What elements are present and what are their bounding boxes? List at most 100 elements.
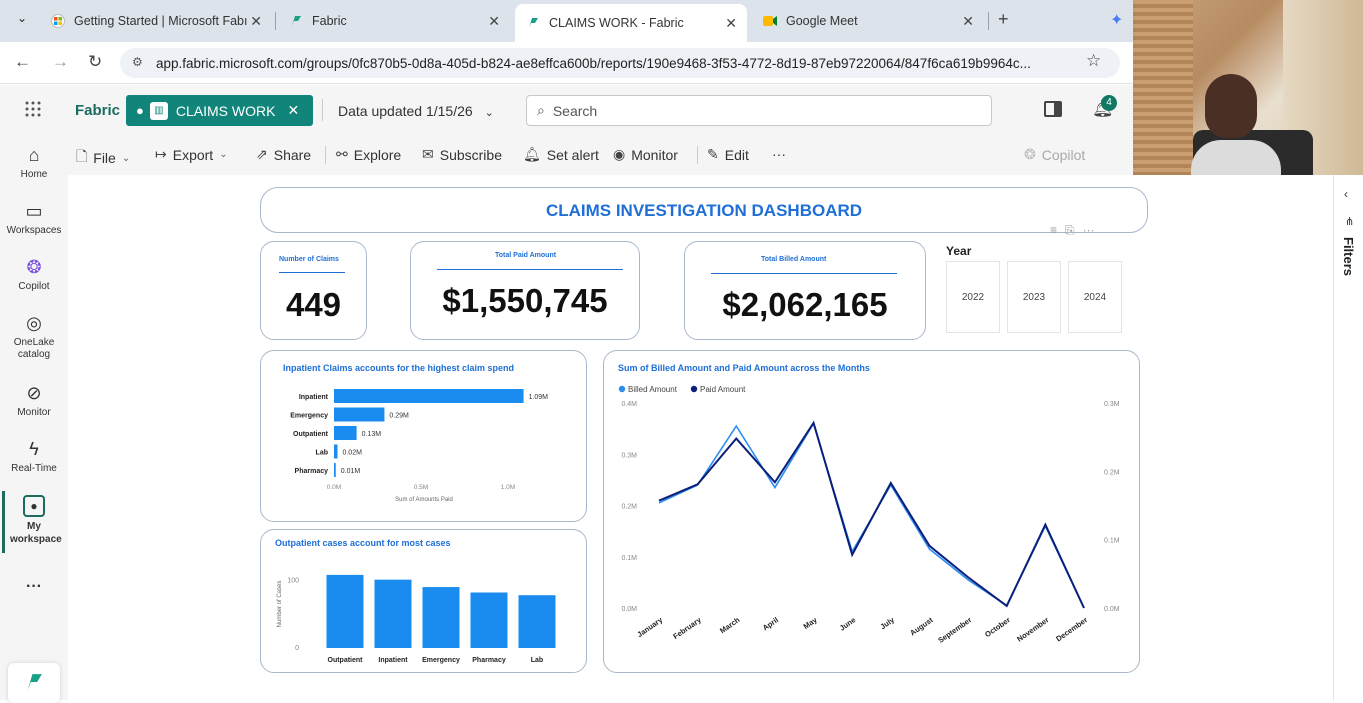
rail-item-monitor[interactable]: ⊘ Monitor [0, 383, 68, 418]
site-info-icon[interactable]: ⚙ [132, 55, 143, 69]
rail-item-real-time[interactable]: ϟ Real-Time [0, 439, 68, 474]
year-option-2024[interactable]: 2024 [1068, 261, 1122, 333]
forward-icon[interactable]: → [52, 52, 69, 71]
rail-item-home[interactable]: ⌂ Home [0, 145, 68, 180]
set-alert-label: Set alert [546, 146, 599, 163]
rail-item-label: Monitor [17, 407, 51, 418]
legend-label: Billed Amount [628, 385, 678, 394]
x-tick-label: March [718, 615, 742, 635]
kpi-card-paid[interactable]: Total Paid Amount $1,550,745 [410, 241, 640, 340]
kpi-card-billed[interactable]: Total Billed Amount $2,062,165 [684, 241, 926, 340]
search-input[interactable]: ⌕ Search [526, 95, 992, 126]
browser-tab[interactable]: Getting Started | Microsoft Fabı ✕ [40, 6, 272, 36]
rail-item-copilot[interactable]: ❂ Copilot [0, 257, 68, 292]
browser-tab[interactable]: Google Meet ✕ [752, 6, 984, 36]
more-options-button[interactable]: ··· [772, 146, 786, 162]
y-right-tick-label: 0.2M [1104, 469, 1120, 476]
set-alert-button[interactable]: 🔔︎ Set alert [523, 146, 599, 163]
report-icon: ▥ [149, 101, 168, 120]
kpi-value: $2,062,165 [722, 286, 888, 323]
monitor-icon: ◉ [613, 146, 626, 162]
monitor-icon: ⊘ [26, 383, 42, 403]
report-canvas: CLAIMS INVESTIGATION DASHBOARD ≡⎘⋯ Numbe… [68, 175, 1333, 700]
subscribe-button[interactable]: ✉ Subscribe [422, 146, 502, 163]
gemini-icon[interactable]: ✦ [1110, 12, 1124, 29]
close-tab-icon[interactable]: ✕ [725, 14, 737, 31]
rail-item-workspaces[interactable]: ▭ Workspaces [0, 201, 68, 236]
explore-button[interactable]: ⚯ Explore [336, 146, 401, 163]
rail-item-onelake-catalog[interactable]: ◎ OneLake catalog [0, 313, 68, 361]
bar [374, 579, 412, 648]
claim-spend-bar-chart: Inpatient 1.09M Emergency 0.29M Outpatient 0.… [290, 389, 548, 503]
x-tick-label: June [838, 615, 858, 632]
subscribe-label: Subscribe [439, 146, 502, 163]
category-label: Lab [316, 450, 328, 457]
y-left-tick-label: 0.1M [621, 555, 637, 562]
series-line [658, 420, 1085, 609]
reload-icon[interactable]: ↻ [88, 52, 103, 71]
claim-spend-bar-chart-card[interactable]: Inpatient Claims accounts for the highes… [260, 350, 587, 522]
kpi-label: Total Paid Amount [495, 252, 557, 259]
export-menu-button[interactable]: ↦ Export ⌄ [155, 146, 228, 163]
workspace-chip[interactable]: ● ▥ CLAIMS WORK ✕ [126, 95, 313, 126]
x-tick-label: October [983, 615, 1012, 639]
share-button[interactable]: ⇗ Share [256, 146, 311, 163]
rail-more-button[interactable]: ··· [26, 578, 42, 595]
left-nav-rail: ⌂ Home ▭ Workspaces ❂ Copilot ◎ OneLake cata… [0, 135, 68, 703]
tab-title: Getting Started | Microsoft Fabı [74, 14, 248, 28]
kpi-card-claims[interactable]: Number of Claims 449 [260, 241, 367, 340]
monitor-button[interactable]: ◉ Monitor [613, 146, 678, 163]
x-tick-label: November [1015, 615, 1050, 643]
app-launcher-icon[interactable] [24, 100, 42, 118]
person-body [1191, 140, 1281, 175]
close-tab-icon[interactable]: ✕ [962, 12, 974, 29]
case-count-bar-chart-card[interactable]: Outpatient cases account for most cases … [260, 529, 587, 673]
report-toolbar: 🗋︎ File ⌄ ↦ Export ⌄ ⇗ Share ⚯ Explore ✉ Subscr… [0, 135, 1133, 175]
panel-toggle-icon[interactable] [1044, 101, 1062, 117]
data-updated-dropdown[interactable]: Data updated 1/15/26 ⌄ [338, 103, 494, 119]
bar [470, 592, 508, 648]
rail-item-label: My workspace [10, 521, 62, 545]
bookmark-star-icon[interactable]: ☆ [1086, 51, 1102, 70]
share-icon: ⇗ [256, 146, 268, 162]
category-label: Outpatient [328, 657, 364, 664]
close-tab-icon[interactable]: ✕ [488, 12, 500, 29]
bar [422, 587, 460, 648]
collapse-chevron-icon[interactable]: ‹ [1344, 187, 1348, 201]
x-tick-label: April [761, 615, 780, 632]
copilot-button[interactable]: ❂ Copilot [1024, 146, 1085, 163]
monthly-amount-line-chart-card[interactable]: Sum of Billed Amount and Paid Amount acr… [603, 350, 1140, 673]
chart-title: Outpatient cases account for most cases [275, 538, 451, 548]
browser-tab-active[interactable]: CLAIMS WORK - Fabric ✕ [515, 4, 747, 42]
app-name[interactable]: Fabric [75, 102, 121, 119]
data-label: 0.29M [389, 413, 409, 420]
back-icon[interactable]: ← [14, 52, 31, 71]
filters-pane[interactable]: ‹ ⋔ Filters [1333, 175, 1363, 700]
kpi-value: 449 [285, 286, 342, 323]
year-option-2022[interactable]: 2022 [946, 261, 1000, 333]
y-right-tick-label: 0.1M [1104, 538, 1120, 545]
y-left-tick-label: 0.0M [621, 606, 637, 613]
x-tick-label: January [635, 615, 664, 639]
x-tick-label: May [802, 615, 820, 631]
visual-header-icons[interactable]: ≡⎘⋯ [1050, 223, 1103, 237]
close-chip-icon[interactable]: ✕ [287, 102, 300, 118]
new-tab-icon[interactable]: + [998, 9, 1009, 29]
filter-icon: ⋔ [1345, 216, 1355, 228]
browser-tab[interactable]: Fabric ✕ [278, 6, 510, 36]
rail-item-my-workspace[interactable]: ● My workspace [0, 495, 68, 546]
close-tab-icon[interactable]: ✕ [250, 12, 262, 29]
edit-button[interactable]: ✎ Edit [707, 146, 749, 163]
tab-search-chevron-icon[interactable]: ⌄ [16, 11, 28, 25]
case-count-bar-chart: Number of Cases 0 100 Outpatient Inpatient Em… [277, 574, 556, 664]
y-tick-label: 100 [287, 577, 299, 584]
rail-item-label: OneLake catalog [13, 337, 55, 360]
legend-marker [690, 385, 698, 393]
filters-label[interactable]: Filters [1341, 237, 1356, 277]
x-tick-label: 0.0M [327, 484, 341, 491]
y-axis-title: Number of Cases [277, 581, 283, 628]
url-bar[interactable]: ⚙ app.fabric.microsoft.com/groups/0fc870… [120, 48, 1120, 78]
category-label: Emergency [422, 657, 460, 664]
year-option-2023[interactable]: 2023 [1007, 261, 1061, 333]
file-menu-button[interactable]: 🗋︎ File ⌄ [76, 146, 130, 170]
